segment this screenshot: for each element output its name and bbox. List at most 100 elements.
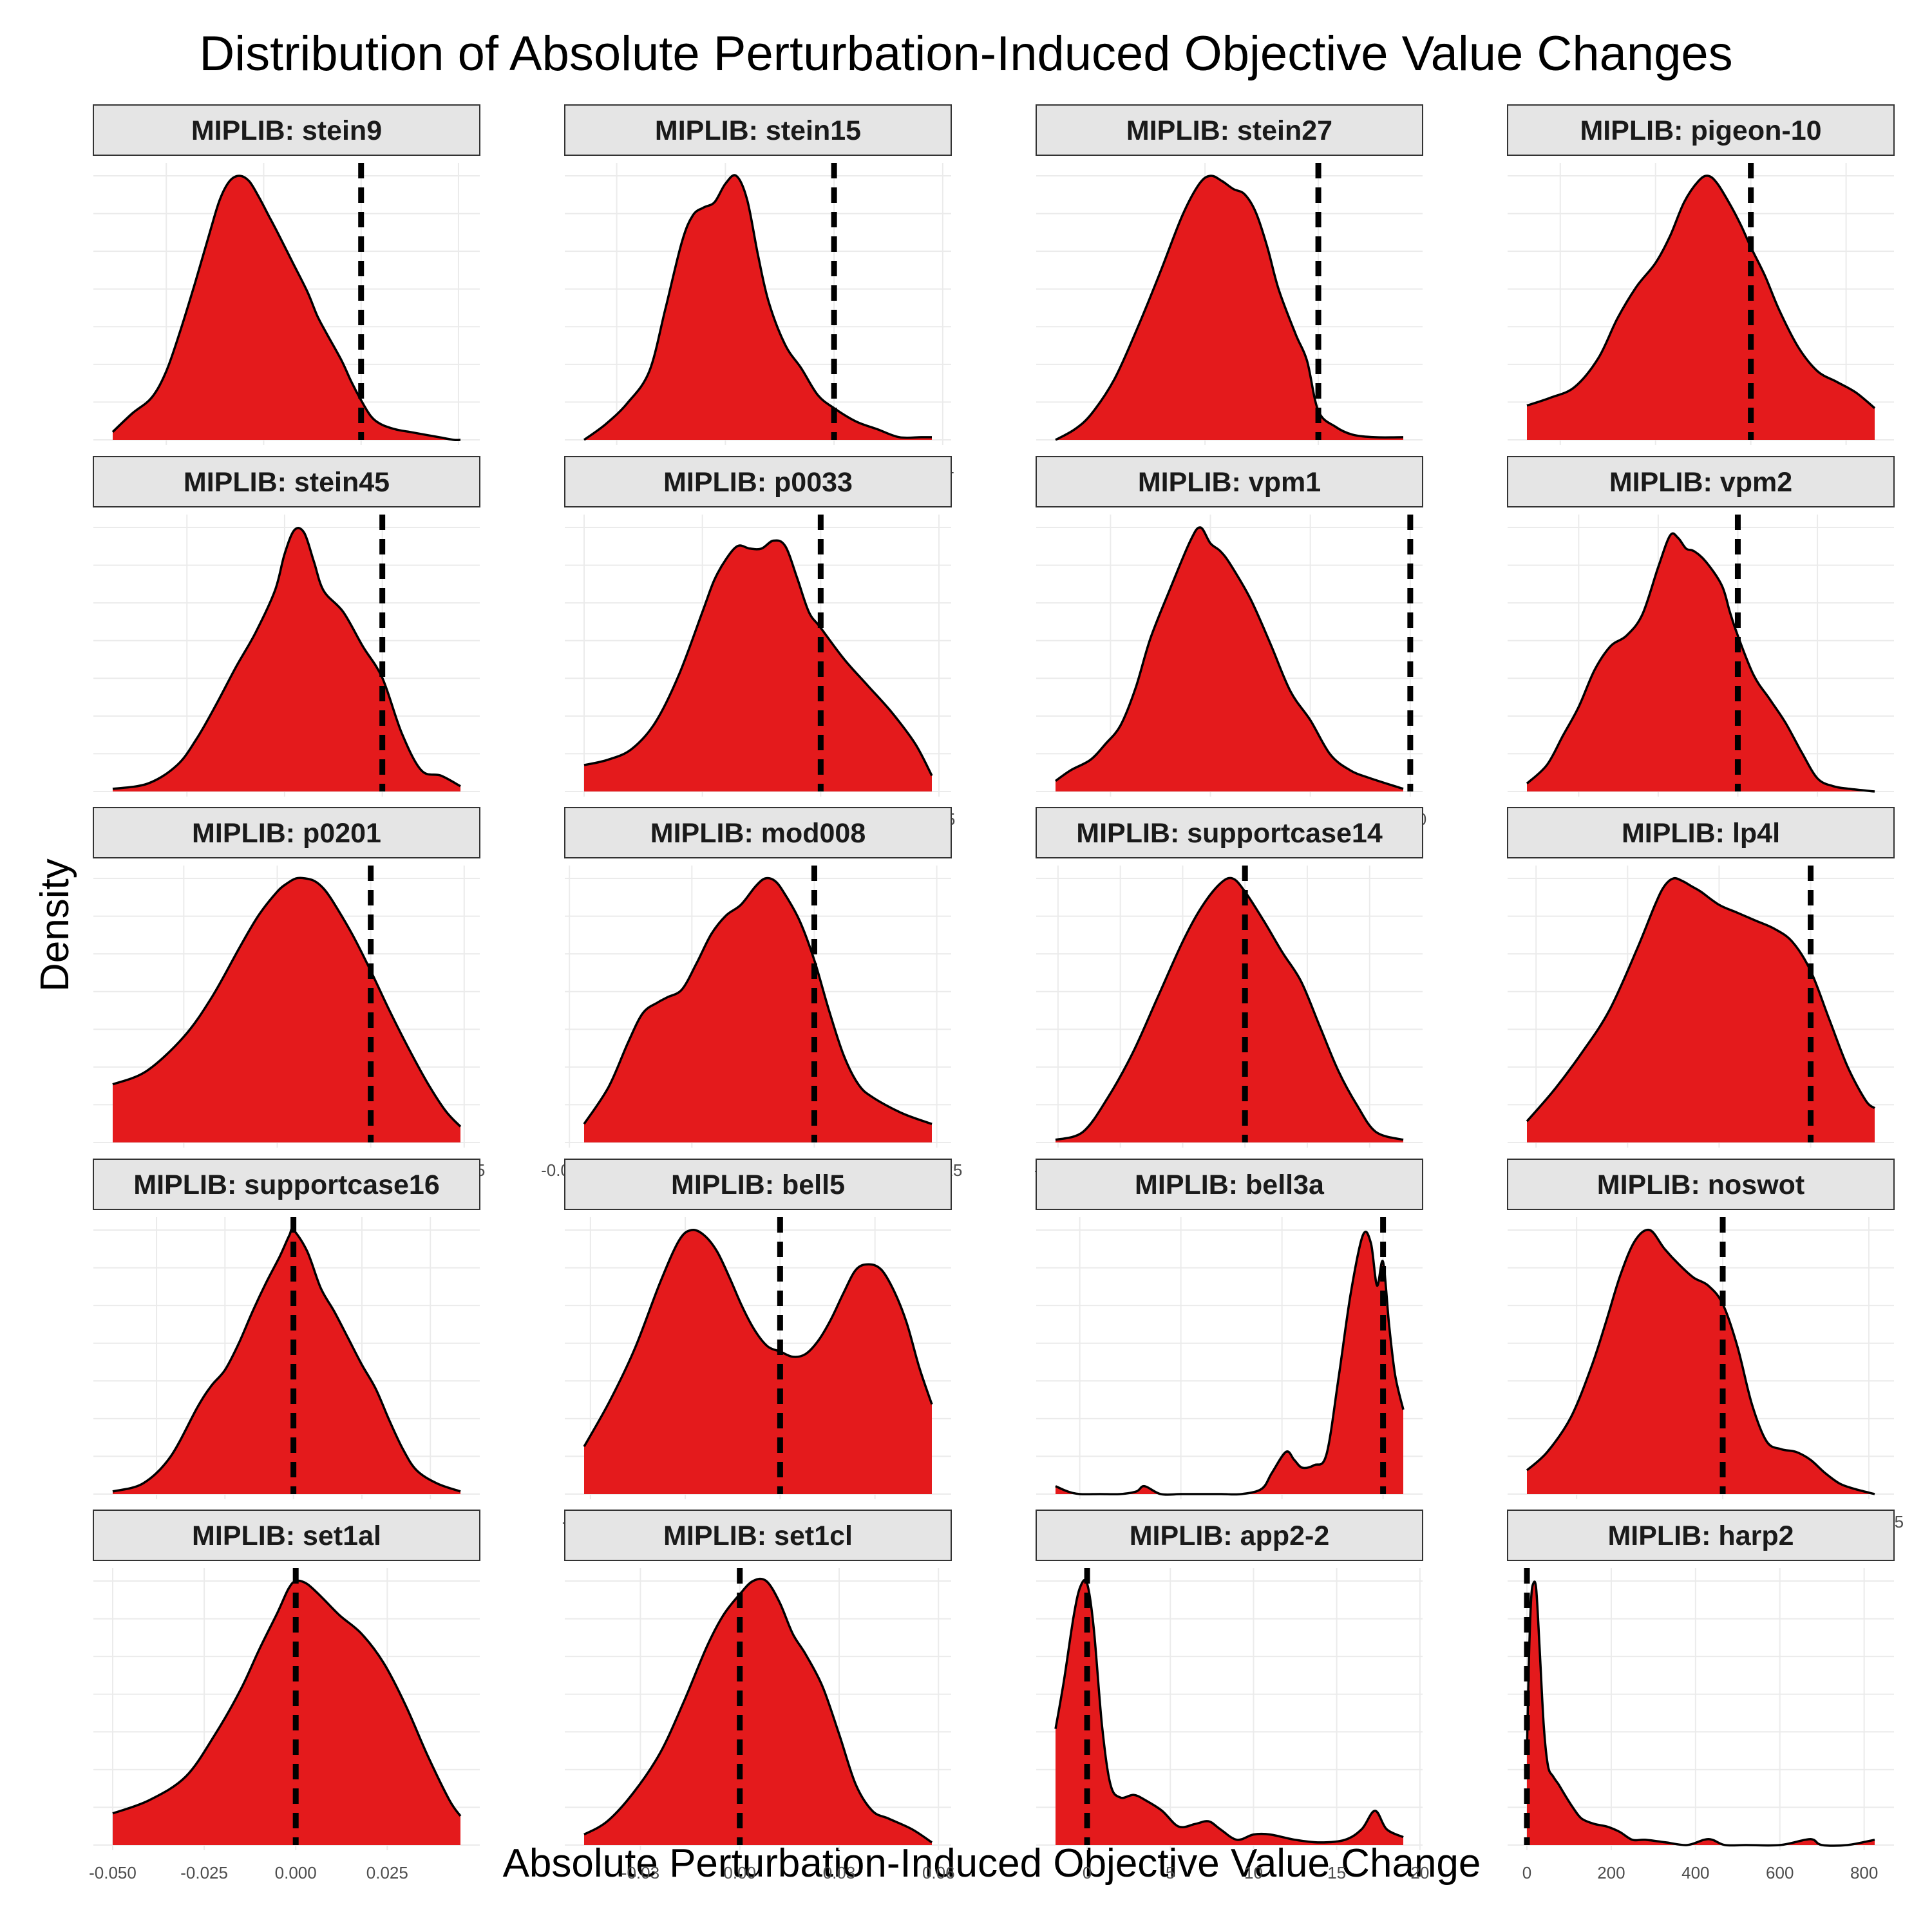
density-area: [1056, 1231, 1403, 1495]
facet-panel: MIPLIB: bell5-0.0006-0.00030.00000.0003: [562, 1159, 952, 1531]
density-area: [1527, 175, 1875, 440]
facet-strip-label: MIPLIB: p0033: [663, 467, 853, 498]
density-area: [584, 1578, 932, 1845]
density-area: [1527, 1582, 1875, 1846]
density-curve: [111, 175, 461, 442]
facet-strip: [93, 1510, 480, 1561]
facet-panel: MIPLIB: supportcase14-0.015-0.010-0.0050…: [1034, 807, 1423, 1180]
facet-strip: [93, 104, 480, 156]
facet-panel: MIPLIB: stein9-0.2-0.10.00.1: [93, 104, 480, 477]
facet-panel: MIPLIB: noswot-0.0000050.0000000.000005: [1507, 1159, 1904, 1531]
facet-strip-label: MIPLIB: noswot: [1597, 1170, 1804, 1200]
x-tick-label: 0.000: [275, 1863, 317, 1882]
facet-strip-label: MIPLIB: set1al: [192, 1520, 381, 1551]
facet-strip-label: MIPLIB: stein15: [655, 115, 861, 146]
x-tick-label: 0.00: [723, 1863, 756, 1882]
x-tick-label: 0: [1083, 1863, 1092, 1882]
facet-strip-label: MIPLIB: pigeon-10: [1580, 115, 1821, 146]
density-area: [1056, 527, 1403, 791]
density-area: [584, 1229, 932, 1494]
facet-panel: MIPLIB: supportcase16-0.010-0.0050.0000.…: [93, 1159, 480, 1531]
density-curve: [112, 876, 462, 1128]
density-area: [584, 175, 932, 440]
x-tick-label: 600: [1766, 1863, 1794, 1882]
density-curve: [583, 539, 933, 777]
facet-strip: [1507, 104, 1895, 156]
facet-panel: MIPLIB: bell3a-0.0015-0.0010-0.00050.000…: [1036, 1159, 1423, 1531]
facet-panel: MIPLIB: app2-2 0 5 10 15 20: [1036, 1510, 1429, 1882]
facet-strip: [1507, 1159, 1895, 1210]
x-tick-label: 200: [1597, 1863, 1625, 1882]
x-tick-label: -0.03: [621, 1863, 659, 1882]
density-curve: [1526, 1228, 1875, 1495]
facet-strip-label: MIPLIB: bell3a: [1135, 1170, 1325, 1200]
density-curve: [1055, 1231, 1405, 1496]
facet-strip: [1507, 456, 1895, 507]
facet-strip: [93, 456, 480, 507]
facet-strip-label: MIPLIB: stein27: [1126, 115, 1332, 146]
facet-strip: [564, 104, 952, 156]
page-title: Distribution of Absolute Perturbation-In…: [199, 26, 1733, 81]
density-area: [1527, 1229, 1875, 1494]
density-curve: [1526, 1580, 1875, 1847]
facet-panel: MIPLIB: vpm1-0.03-0.02-0.010.00: [1036, 456, 1426, 829]
density-curve: [1055, 175, 1404, 441]
density-curve: [583, 1577, 933, 1844]
facet-strip-label: MIPLIB: vpm1: [1138, 467, 1321, 498]
facet-strip-label: MIPLIB: stein45: [184, 467, 390, 498]
x-tick-label: 15: [1327, 1863, 1346, 1882]
facet-strip-label: MIPLIB: harp2: [1607, 1520, 1794, 1551]
facet-panel: MIPLIB: p0033-0.10-0.050.000.05: [564, 456, 955, 829]
facet-strip-label: MIPLIB: supportcase16: [133, 1170, 440, 1200]
density-curve: [583, 1228, 933, 1448]
density-area: [113, 1229, 460, 1494]
facet-strip: [564, 456, 952, 507]
density-curve: [1055, 876, 1404, 1141]
x-tick-label: 0: [1522, 1863, 1531, 1882]
density-curve: [583, 876, 933, 1125]
facet-strip: [564, 807, 952, 858]
facet-strip: [1036, 456, 1423, 507]
facet-strip: [93, 1159, 480, 1210]
facet-panel: MIPLIB: mod008-0.0050-0.00250.00000.0025: [541, 807, 962, 1180]
facet-strip-label: MIPLIB: bell5: [671, 1170, 845, 1200]
facet-strip: [1036, 1159, 1423, 1210]
facet-strip-label: MIPLIB: mod008: [650, 818, 866, 849]
x-tick-label: 400: [1681, 1863, 1709, 1882]
x-tick-label: 800: [1850, 1863, 1878, 1882]
facet-strip-label: MIPLIB: supportcase14: [1076, 818, 1383, 849]
facet-panel: MIPLIB: pigeon-10-0.2-0.10.00.1: [1507, 104, 1895, 477]
x-tick-label: -0.050: [89, 1863, 137, 1882]
facet-strip-label: MIPLIB: app2-2: [1130, 1520, 1330, 1551]
facet-strip-label: MIPLIB: lp4l: [1622, 818, 1780, 849]
density-curve: [1526, 876, 1876, 1122]
density-curve: [112, 1579, 462, 1817]
x-tick-label: 0.025: [366, 1863, 408, 1882]
facet-strip-label: MIPLIB: p0201: [192, 818, 381, 849]
facet-panel: MIPLIB: stein27-0.10.0: [1036, 104, 1423, 477]
facet-panel: MIPLIB: vpm2-0.02-0.010.000.01: [1507, 456, 1895, 829]
x-tick-label: 0.06: [922, 1863, 955, 1882]
facet-strip: [1036, 1510, 1423, 1561]
density-area: [113, 1580, 460, 1845]
facet-strip: [1507, 1510, 1895, 1561]
facet-panel: MIPLIB: set1cl -0.03 0.00 0.03 0.06: [564, 1510, 955, 1882]
density-area: [584, 878, 932, 1142]
density-curve: [1054, 526, 1404, 790]
density-area: [113, 176, 460, 440]
x-tick-label: 5: [1166, 1863, 1175, 1882]
facet-strip: [93, 807, 480, 858]
facet-strip-label: MIPLIB: stein9: [191, 115, 382, 146]
density-area: [113, 527, 460, 791]
facet-panel: MIPLIB: stein15-0.2-0.10.00.1: [564, 104, 954, 477]
density-curve: [583, 174, 932, 441]
x-axis-label: Absolute Perturbation-Induced Objective …: [502, 1841, 1481, 1886]
facet-strip: [564, 1159, 952, 1210]
density-curve: [1526, 175, 1876, 410]
density-area: [1527, 878, 1875, 1142]
density-area: [1056, 878, 1403, 1142]
facet-strip: [1036, 807, 1423, 858]
x-tick-label: 10: [1244, 1863, 1263, 1882]
